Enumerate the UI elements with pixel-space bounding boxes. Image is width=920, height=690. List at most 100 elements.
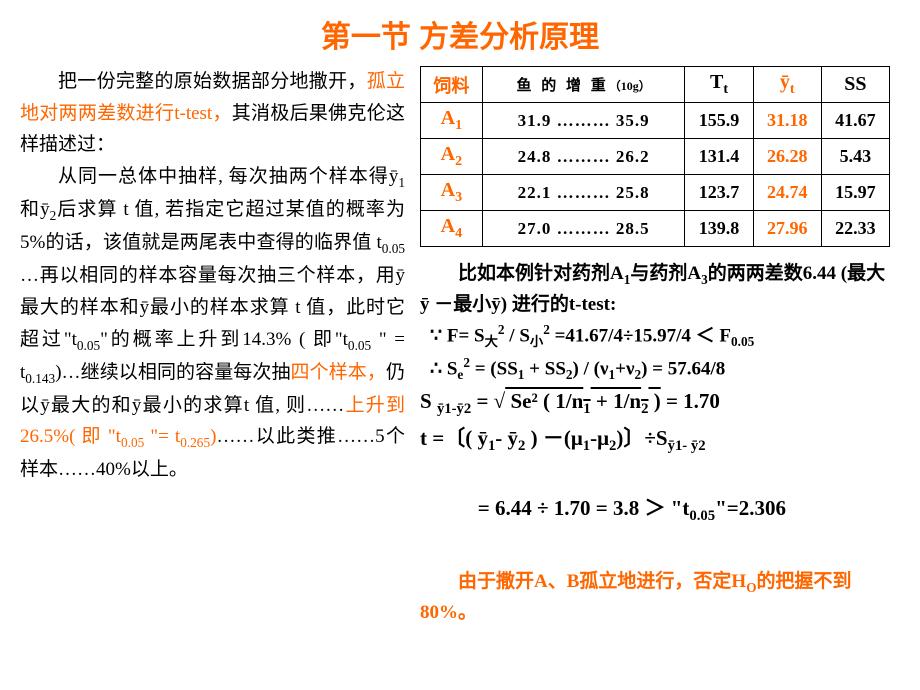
cell-ybar: 26.28 <box>753 139 821 175</box>
f2f: ) = 57.64/8 <box>641 358 725 379</box>
cell-weight: 24.8 ……… 26.2 <box>482 139 685 175</box>
f2e: +ν <box>615 358 634 379</box>
f2d: ) / (ν <box>573 358 609 379</box>
f3sqrt: Se² ( 1/n <box>505 389 583 413</box>
ca: 由于撒开A、B孤立地进行，否定H <box>458 571 746 592</box>
f1sup2: 2 <box>543 322 550 337</box>
p2a: 从同一总体中抽样, 每次抽两个样本得ȳ <box>58 166 398 187</box>
f3a: S <box>420 389 437 413</box>
rl: A <box>441 143 455 165</box>
w2: 26.2 <box>616 147 650 166</box>
th-tt: Tt <box>685 67 753 103</box>
dots: ……… <box>557 147 611 166</box>
cell-ss: 5.43 <box>821 139 889 175</box>
p2g: )…继续以相同的容量每次抽 <box>55 362 290 383</box>
cell-tt: 131.4 <box>685 139 753 175</box>
f3c: + 1/n <box>591 389 641 413</box>
ybar-sub: t <box>790 82 795 97</box>
ib: 与药剂A <box>630 263 701 284</box>
p2h: 四个样本， <box>291 362 386 383</box>
w1: 31.9 <box>518 111 552 130</box>
ybar-label: ȳ <box>780 71 790 93</box>
f1s2: 小 <box>530 334 543 349</box>
f1s1: 大 <box>485 334 498 349</box>
th-weight-text: 鱼 的 增 重 <box>516 78 608 94</box>
f3s1: ȳ1-ȳ2 <box>437 402 471 418</box>
p2e: "的概率上升到14.3% ( 即"t <box>100 329 348 350</box>
f4e: )〕÷S <box>616 426 667 450</box>
left-column: 把一份完整的原始数据部分地撒开，孤立地对两两差数进行t-test，其消极后果佛克… <box>20 66 420 627</box>
w2: 28.5 <box>616 219 650 238</box>
p2s3: 0.05 <box>382 241 405 256</box>
f5a: = 6.44 ÷ 1.70 = 3.8 ＞ "t <box>462 496 689 520</box>
table-row: A3 22.1 ……… 25.8 123.7 24.74 15.97 <box>421 175 890 211</box>
p2s5: 0.05 <box>348 337 371 352</box>
f5b: "=2.306 <box>715 496 786 520</box>
row-label: A1 <box>421 103 483 139</box>
p2b: 和ȳ <box>20 199 50 220</box>
tt-label: T <box>710 71 723 93</box>
f4a: t =〔( ȳ <box>420 426 488 450</box>
page-title: 第一节 方差分析原理 <box>0 0 920 66</box>
cell-weight: 22.1 ……… 25.8 <box>482 175 685 211</box>
formula-t-result: = 6.44 ÷ 1.70 = 3.8 ＞ "t0.05"=2.306 <box>420 459 890 563</box>
f1sup1: 2 <box>498 322 505 337</box>
formula-s-ybar: S ȳ1-ȳ2 = √ Se² ( 1/n1 + 1/n2 ) = 1.70 <box>420 385 890 422</box>
cell-ybar: 24.74 <box>753 175 821 211</box>
f4c: ) －(μ <box>525 426 582 450</box>
w2: 35.9 <box>616 111 650 130</box>
ia: 比如本例针对药剂A <box>458 263 624 284</box>
formula-se: ∴ Se2 = (SS1 + SS2) / (ν1+ν2) = 57.64/8 <box>420 353 890 386</box>
f3d: ) <box>648 389 660 413</box>
rs: 2 <box>455 154 462 169</box>
w1: 22.1 <box>518 183 552 202</box>
f4d: -μ <box>590 426 609 450</box>
p1-text-a: 把一份完整的原始数据部分地撒开， <box>58 71 367 92</box>
p2s1: 1 <box>398 175 405 190</box>
p2s8: 0.265 <box>180 435 210 450</box>
dots: ……… <box>557 219 611 238</box>
row-label: A2 <box>421 139 483 175</box>
th-feed: 饲料 <box>421 67 483 103</box>
cell-ss: 41.67 <box>821 103 889 139</box>
f2a: ∴ S <box>430 358 457 379</box>
rs: 1 <box>455 118 462 133</box>
formula-f: ∵ F= S大2 / S小2 =41.67/4÷15.97/4 ＜ F0.05 <box>420 320 890 353</box>
cell-tt: 155.9 <box>685 103 753 139</box>
data-table: 饲料 鱼 的 增 重（10g） Tt ȳt SS A1 31.9 ……… 35.… <box>420 66 890 247</box>
f4s5: ȳ1- ȳ2 <box>668 438 706 454</box>
rl: A <box>441 107 455 129</box>
th-weight-unit: （10g） <box>609 79 651 93</box>
table-row: A2 24.8 ……… 26.2 131.4 26.28 5.43 <box>421 139 890 175</box>
th-weight: 鱼 的 增 重（10g） <box>482 67 685 103</box>
cs1: O <box>746 579 756 594</box>
cell-ss: 15.97 <box>821 175 889 211</box>
formula-t: t =〔( ȳ1- ȳ2 ) －(μ1-μ2)〕÷Sȳ1- ȳ2 <box>420 422 890 459</box>
rs: 3 <box>455 190 462 205</box>
rs: 4 <box>455 226 462 241</box>
formula-intro: 比如本例针对药剂A1与药剂A3的两两差数6.44 (最大ȳ －最小ȳ) 进行的t… <box>420 259 890 320</box>
p2c: 后求算 t 值, 若指定它超过某值的概率为5%的话，该值就是两尾表中查得的临界值… <box>20 199 405 253</box>
th-ybar: ȳt <box>753 67 821 103</box>
cell-tt: 123.7 <box>685 175 753 211</box>
conclusion: 由于撒开A、B孤立地进行，否定HO的把握不到80%。 <box>420 567 890 628</box>
row-label: A4 <box>421 211 483 247</box>
table-row: A1 31.9 ……… 35.9 155.9 31.18 41.67 <box>421 103 890 139</box>
w1: 27.0 <box>518 219 552 238</box>
rl: A <box>441 179 455 201</box>
formula-block: 比如本例针对药剂A1与药剂A3的两两差数6.44 (最大ȳ －最小ȳ) 进行的t… <box>420 259 890 627</box>
f1c: =41.67/4÷15.97/4 ＜ F <box>550 325 731 346</box>
f1a: ∵ F= S <box>430 325 485 346</box>
paragraph-1: 把一份完整的原始数据部分地撒开，孤立地对两两差数进行t-test，其消极后果佛克… <box>20 66 405 161</box>
cell-ss: 22.33 <box>821 211 889 247</box>
is2: 3 <box>701 272 708 287</box>
f2c: + SS <box>524 358 565 379</box>
cell-weight: 31.9 ……… 35.9 <box>482 103 685 139</box>
f3b: = √ <box>471 389 505 413</box>
cell-weight: 27.0 ……… 28.5 <box>482 211 685 247</box>
right-column: 饲料 鱼 的 增 重（10g） Tt ȳt SS A1 31.9 ……… 35.… <box>420 66 890 627</box>
row-label: A3 <box>421 175 483 211</box>
paragraph-2: 从同一总体中抽样, 每次抽两个样本得ȳ1和ȳ2后求算 t 值, 若指定它超过某值… <box>20 161 405 486</box>
f5s1: 0.05 <box>689 509 715 525</box>
w1: 24.8 <box>518 147 552 166</box>
